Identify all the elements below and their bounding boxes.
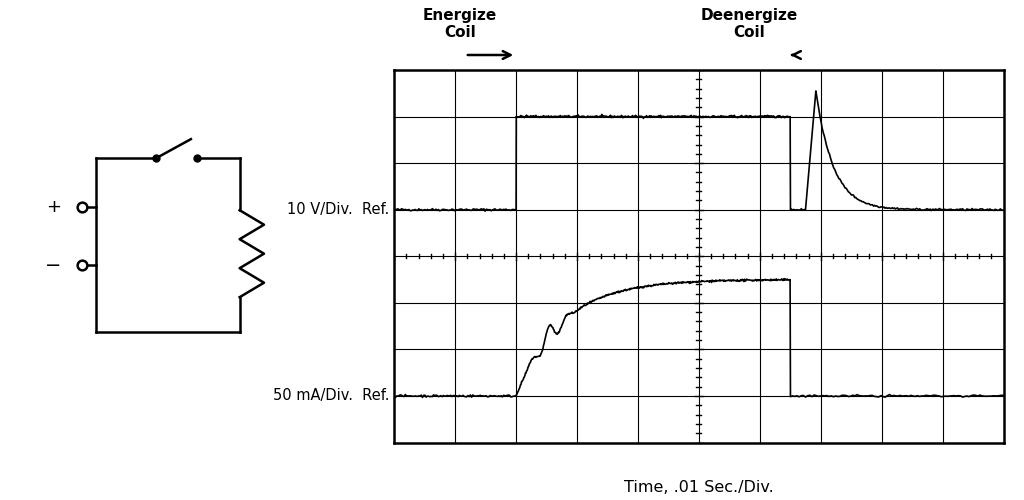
Text: Deenergize
Coil: Deenergize Coil — [700, 8, 798, 40]
Text: Time, .01 Sec./Div.: Time, .01 Sec./Div. — [624, 480, 774, 495]
Text: +: + — [46, 198, 60, 216]
Text: 50 mA/Div.  Ref.: 50 mA/Div. Ref. — [272, 388, 389, 404]
Text: Energize
Coil: Energize Coil — [423, 8, 497, 40]
Text: −: − — [45, 256, 61, 275]
Text: 10 V/Div.  Ref.: 10 V/Div. Ref. — [287, 202, 389, 217]
